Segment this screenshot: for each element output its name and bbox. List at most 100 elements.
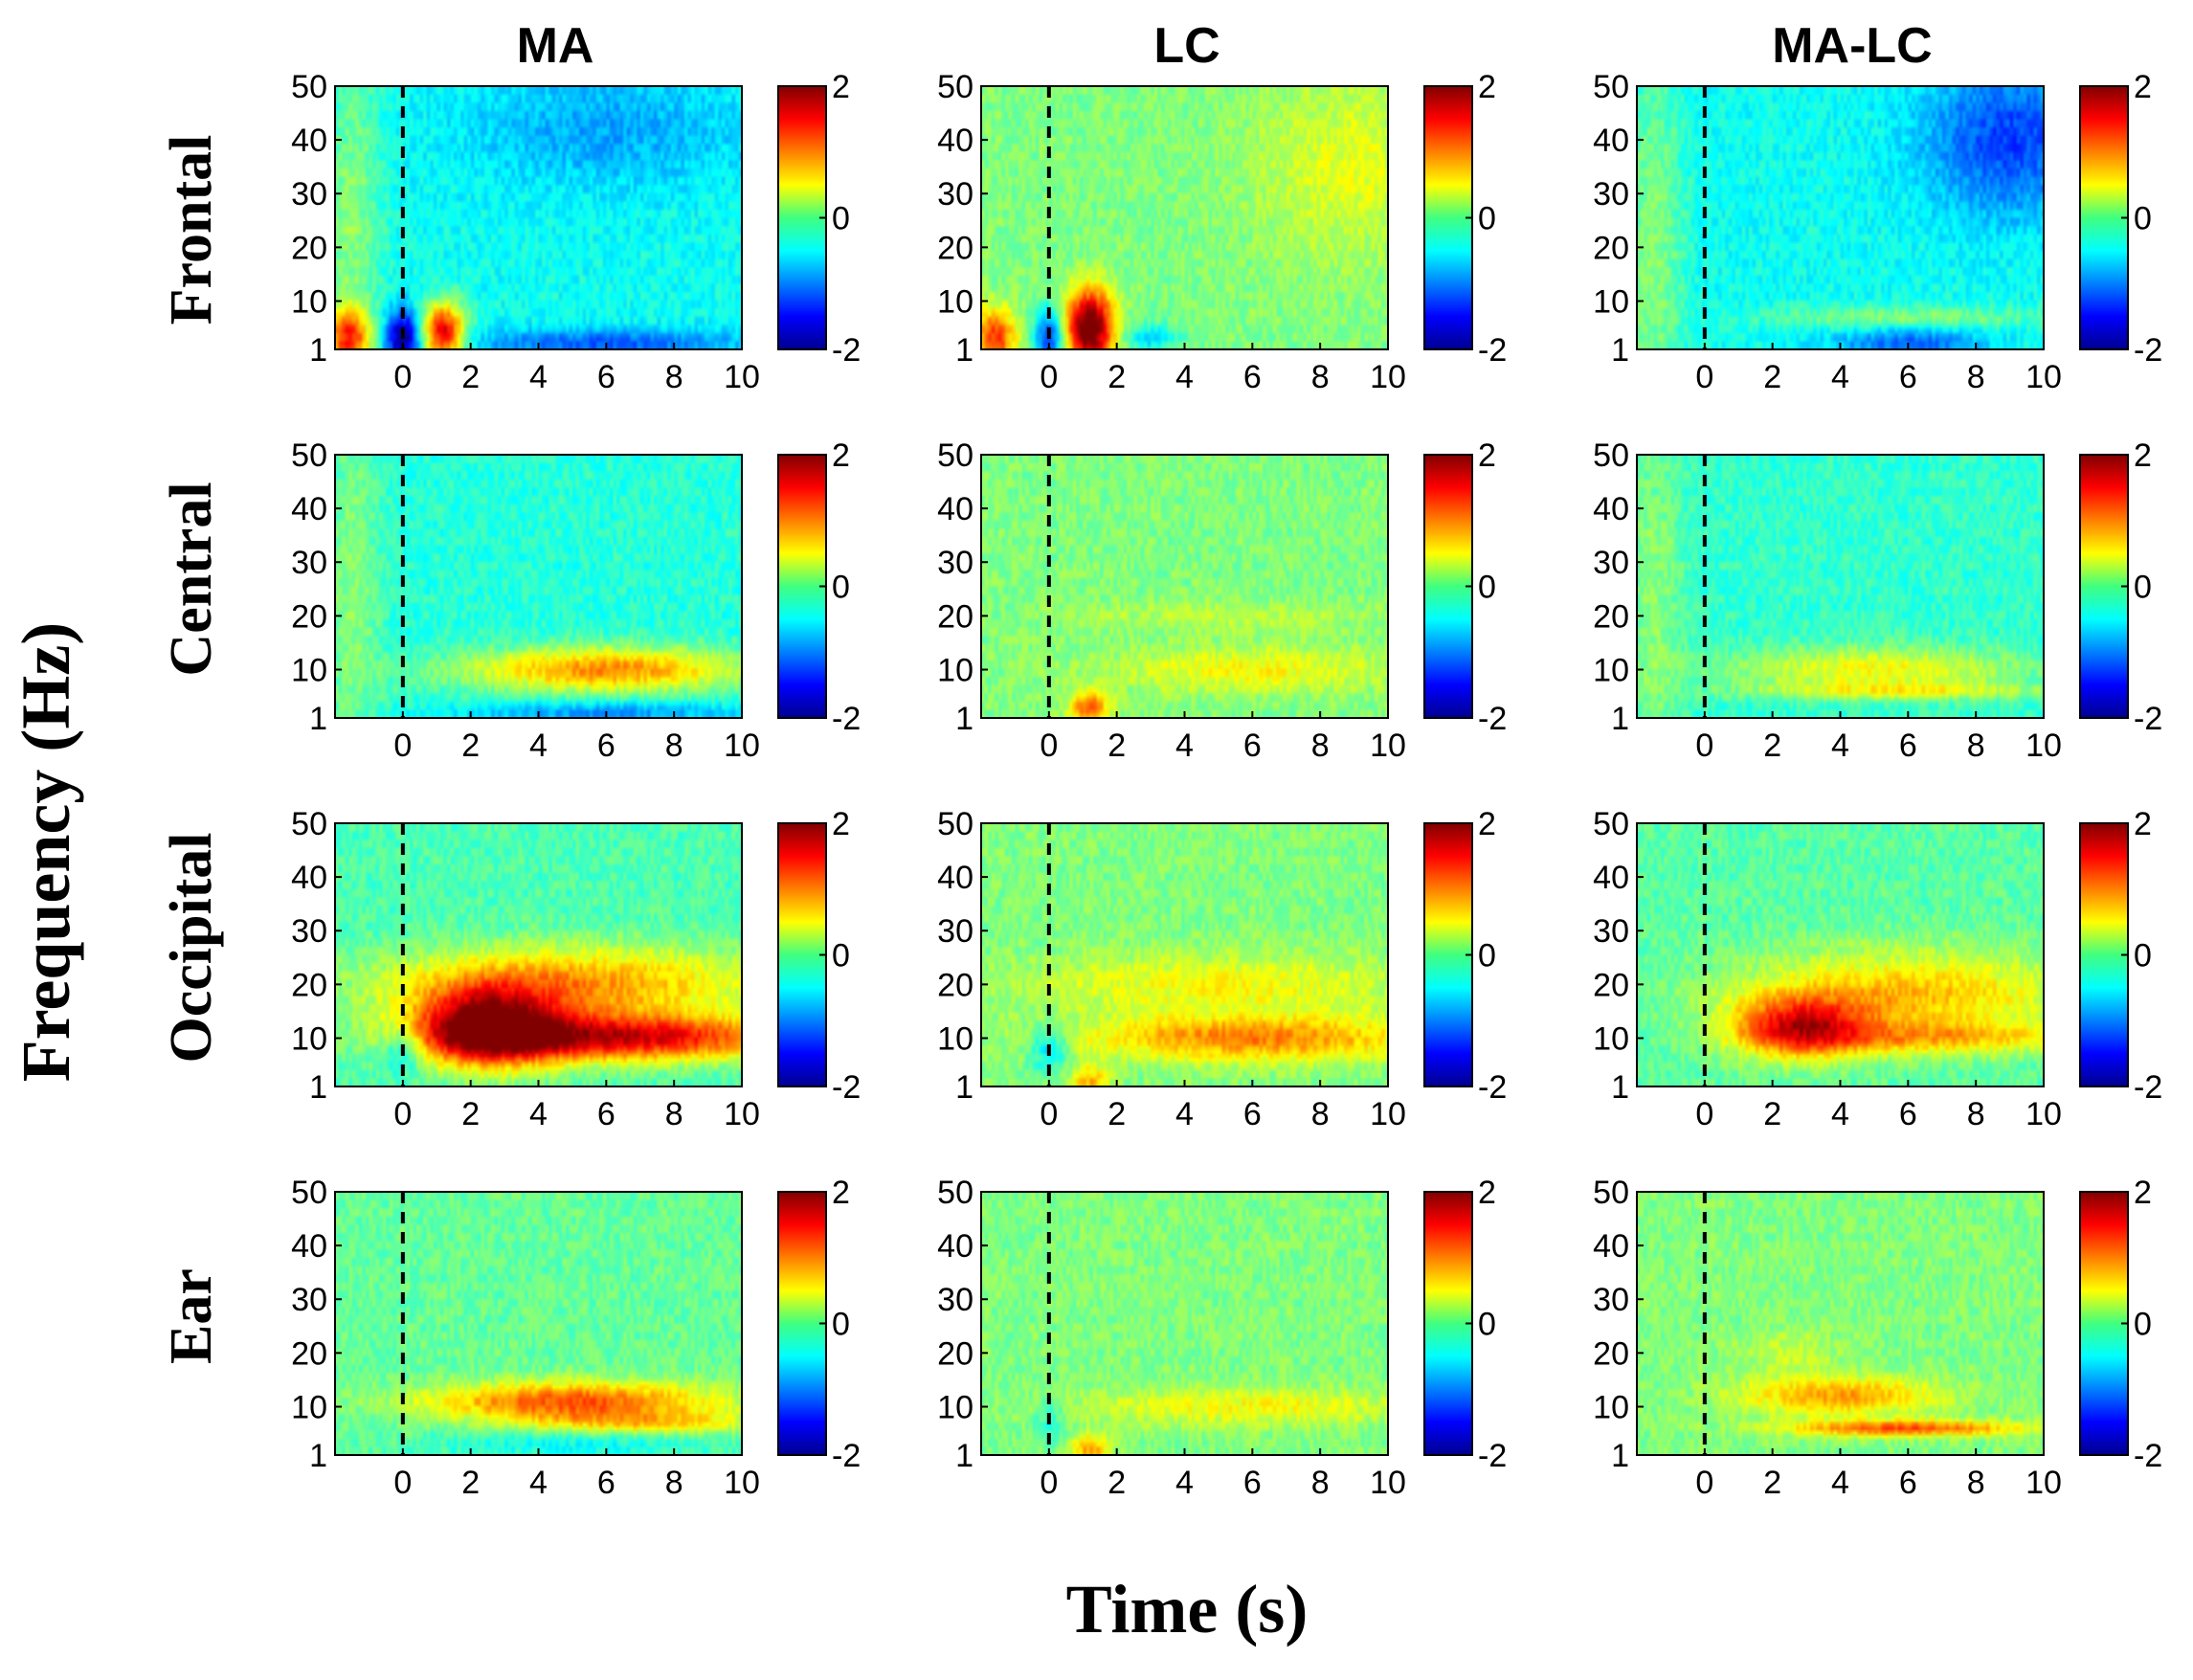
y-tick-label: 10: [291, 1389, 327, 1425]
y-tick-label: 20: [291, 230, 327, 266]
y-tick-label: 30: [1593, 1282, 1629, 1318]
colorbar-tick-label: -2: [2134, 1069, 2162, 1106]
y-tick-label: 50: [1593, 69, 1629, 105]
x-tick-label: 0: [393, 728, 412, 764]
y-tick-label: 20: [291, 1335, 327, 1372]
x-tick-label: 0: [1040, 1465, 1058, 1501]
y-tick-label: 50: [1593, 1175, 1629, 1211]
y-tick-label: 1: [955, 1438, 973, 1474]
y-tick-label: 50: [291, 437, 327, 474]
y-tick-label: 10: [291, 283, 327, 320]
x-tick-label: 10: [724, 728, 760, 764]
y-tick-label: 10: [937, 283, 973, 320]
x-tick-label: 0: [1040, 728, 1058, 764]
colorbar-tick-label: 2: [1478, 69, 1496, 105]
colorbar-tick-label: 2: [2134, 1175, 2152, 1211]
x-tick-label: 10: [1370, 1465, 1406, 1501]
heatmap-occipital-lc: [981, 823, 1388, 1086]
y-tick-label: 20: [1593, 598, 1629, 635]
y-tick-label: 1: [955, 701, 973, 737]
y-tick-label: 20: [937, 598, 973, 635]
panel-occipital-ma-lc: 1 10 20 30 40 50 0 2 4 6 8 10 -2 0 2: [1593, 806, 2162, 1132]
x-tick-label: 0: [393, 1096, 412, 1132]
colorbar-tick-label: 0: [832, 938, 850, 974]
y-tick-label: 50: [1593, 806, 1629, 842]
y-tick-label: 50: [291, 69, 327, 105]
colorbar-tick-label: -2: [832, 332, 861, 369]
row-label-central: Central: [159, 482, 224, 676]
y-tick-label: 1: [309, 1069, 327, 1106]
row-label-occipital: Occipital: [159, 832, 224, 1063]
y-tick-label: 1: [955, 1069, 973, 1106]
y-tick-label: 20: [937, 230, 973, 266]
x-tick-label: 4: [1175, 1465, 1194, 1501]
x-axis-label: Time (s): [1066, 1571, 1309, 1647]
y-tick-label: 40: [291, 860, 327, 896]
x-tick-label: 0: [1695, 728, 1713, 764]
y-tick-label: 50: [937, 806, 973, 842]
x-tick-label: 6: [1899, 359, 1917, 395]
column-title-ma-lc: MA-LC: [1772, 18, 1933, 74]
x-tick-label: 4: [529, 1465, 548, 1501]
colorbar-occipital-ma-lc: [2079, 822, 2129, 1087]
heatmap-occipital-ma-lc: [1637, 823, 2044, 1086]
y-tick-label: 40: [937, 123, 973, 159]
x-tick-label: 6: [1243, 1096, 1262, 1132]
y-tick-label: 50: [937, 69, 973, 105]
x-tick-label: 4: [1175, 1096, 1194, 1132]
x-tick-label: 4: [1831, 728, 1849, 764]
colorbar-tick-label: 2: [1478, 806, 1496, 842]
colorbar-tick-label: -2: [832, 701, 861, 737]
x-tick-label: 10: [2025, 359, 2062, 395]
y-tick-label: 50: [937, 437, 973, 474]
colorbar-ear-ma-lc: [2079, 1191, 2129, 1456]
x-tick-label: 2: [461, 728, 480, 764]
x-tick-label: 6: [1243, 728, 1262, 764]
y-tick-label: 30: [1593, 176, 1629, 213]
colorbar-tick-label: 0: [1478, 1307, 1496, 1343]
y-tick-label: 20: [937, 967, 973, 1003]
x-tick-label: 8: [1967, 1096, 1985, 1132]
y-tick-label: 30: [1593, 913, 1629, 950]
heatmap-ear-ma-lc: [1637, 1192, 2044, 1455]
y-tick-label: 40: [291, 491, 327, 527]
y-tick-label: 20: [1593, 967, 1629, 1003]
x-tick-label: 4: [1831, 359, 1849, 395]
y-axis-label: Frequency (Hz): [8, 622, 84, 1083]
x-tick-label: 8: [1311, 359, 1330, 395]
y-tick-label: 1: [1611, 1438, 1629, 1474]
y-tick-label: 30: [937, 545, 973, 581]
y-tick-label: 40: [1593, 491, 1629, 527]
panel-occipital-lc: 1 10 20 30 40 50 0 2 4 6 8 10 -2 0 2: [937, 806, 1507, 1132]
x-tick-label: 2: [1763, 1465, 1781, 1501]
panel-frontal-ma-lc: 1 10 20 30 40 50 0 2 4 6 8 10 -2 0 2: [1593, 69, 2162, 395]
panel-central-lc: 1 10 20 30 40 50 0 2 4 6 8 10 -2 0 2: [937, 437, 1507, 764]
heatmap-ear-ma: [335, 1192, 742, 1455]
colorbar-tick-label: 0: [832, 201, 850, 237]
y-tick-label: 40: [291, 1228, 327, 1265]
colorbar-tick-label: 2: [1478, 1175, 1496, 1211]
colorbar-tick-label: 0: [1478, 570, 1496, 606]
x-tick-label: 0: [1695, 1465, 1713, 1501]
x-tick-label: 8: [1311, 1096, 1330, 1132]
row-label-ear: Ear: [159, 1268, 224, 1364]
x-tick-label: 8: [665, 1465, 683, 1501]
y-tick-label: 40: [1593, 1228, 1629, 1265]
x-tick-label: 6: [1243, 1465, 1262, 1501]
heatmap-ear-lc: [981, 1192, 1388, 1455]
panel-central-ma-lc: 1 10 20 30 40 50 0 2 4 6 8 10 -2 0 2: [1593, 437, 2162, 764]
heatmap-frontal-ma-lc: [1637, 86, 2044, 349]
y-tick-label: 10: [937, 1020, 973, 1057]
heatmap-central-lc: [981, 455, 1388, 718]
colorbar-tick-label: -2: [2134, 332, 2162, 369]
y-tick-label: 1: [1611, 1069, 1629, 1106]
x-tick-label: 0: [1695, 1096, 1713, 1132]
panel-ear-lc: 1 10 20 30 40 50 0 2 4 6 8 10 -2 0 2: [937, 1175, 1507, 1501]
colorbar-tick-label: 2: [2134, 437, 2152, 474]
colorbar-tick-label: 0: [2134, 570, 2152, 606]
x-tick-label: 2: [461, 1096, 480, 1132]
x-tick-label: 8: [1967, 1465, 1985, 1501]
y-tick-label: 1: [955, 332, 973, 369]
colorbar-tick-label: 2: [2134, 69, 2152, 105]
x-tick-label: 2: [1108, 1096, 1126, 1132]
